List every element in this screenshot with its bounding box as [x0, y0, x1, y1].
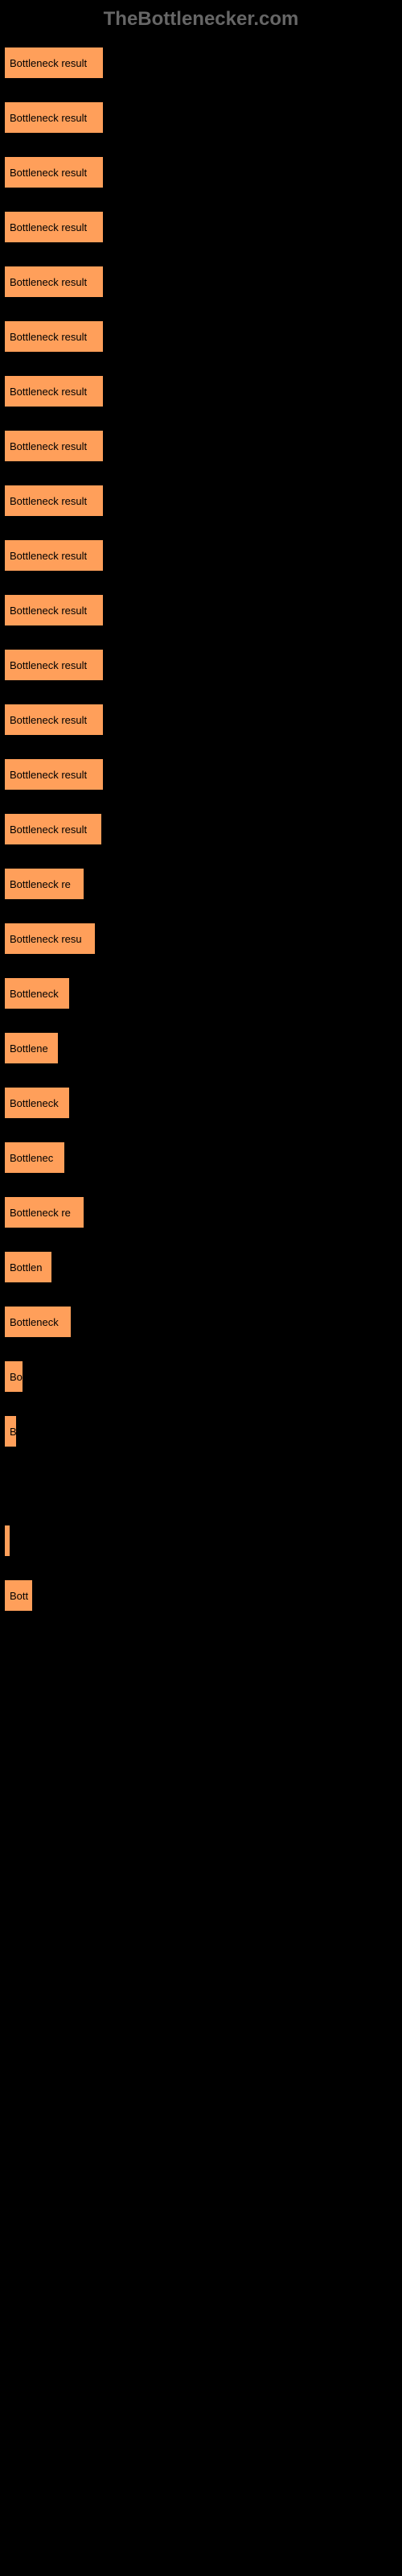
chart-bar: Bottleneck result [4, 758, 104, 791]
bar-row: Bottleneck result [4, 649, 398, 681]
bar-row [4, 1470, 398, 1502]
chart-bar [4, 1525, 10, 1557]
chart-bar: Bottleneck [4, 1306, 72, 1338]
bar-label: Bottleneck result [10, 550, 87, 562]
bar-label: Bottleneck result [10, 605, 87, 617]
bar-row: Bottlene [4, 1032, 398, 1064]
bar-row: Bottleneck re [4, 868, 398, 900]
bar-label: Bottleneck [10, 1097, 59, 1109]
bar-label: Bottlenec [10, 1152, 53, 1164]
bar-label: Bottleneck re [10, 1207, 71, 1219]
bar-row: Bottleneck result [4, 594, 398, 626]
bar-row: Bottleneck [4, 1087, 398, 1119]
bar-chart: Bottleneck result Bottleneck result Bottle… [0, 47, 402, 1612]
bar-label: Bottlen [10, 1261, 42, 1274]
bar-row: Bottleneck [4, 1306, 398, 1338]
chart-bar: Bottleneck result [4, 266, 104, 298]
bar-label: Bottleneck result [10, 495, 87, 507]
bar-row: Bottleneck resu [4, 923, 398, 955]
bar-label: Bottleneck [10, 1316, 59, 1328]
bar-row: Bottleneck result [4, 704, 398, 736]
bar-row: Bottleneck result [4, 266, 398, 298]
chart-bar: Bottleneck re [4, 868, 84, 900]
bar-label: Bottleneck result [10, 276, 87, 288]
bar-label: Bottleneck re [10, 878, 71, 890]
chart-bar: Bottleneck result [4, 156, 104, 188]
bar-row: Bottleneck result [4, 47, 398, 79]
bar-label: Bottleneck result [10, 769, 87, 781]
chart-bar: Bottleneck result [4, 101, 104, 134]
bar-label: Bottleneck result [10, 714, 87, 726]
bar-label: Bottleneck result [10, 221, 87, 233]
bar-row: Bo [4, 1360, 398, 1393]
bar-label: Bottleneck result [10, 824, 87, 836]
chart-bar: Bottleneck result [4, 211, 104, 243]
bar-row [4, 1525, 398, 1557]
bar-label: Bottleneck resu [10, 933, 82, 945]
bar-row: Bottleneck result [4, 101, 398, 134]
chart-bar: Bottleneck result [4, 430, 104, 462]
bar-label: Bottleneck result [10, 167, 87, 179]
bar-row: Bottleneck result [4, 375, 398, 407]
header-title: TheBottlenecker.com [0, 0, 402, 47]
bar-label: B [10, 1426, 17, 1438]
chart-bar: Bottleneck result [4, 594, 104, 626]
chart-bar: Bottlenec [4, 1141, 65, 1174]
bar-label: Bott [10, 1590, 28, 1602]
bar-row: Bottleneck result [4, 211, 398, 243]
bar-row: Bottleneck result [4, 485, 398, 517]
bar-row: Bottleneck result [4, 539, 398, 572]
bar-row: Bottleneck result [4, 758, 398, 791]
chart-bar: Bottleneck result [4, 704, 104, 736]
bar-label: Bo [10, 1371, 23, 1383]
bar-label: Bottleneck result [10, 331, 87, 343]
chart-bar: Bottleneck result [4, 649, 104, 681]
chart-bar: Bo [4, 1360, 23, 1393]
chart-bar: Bottleneck result [4, 320, 104, 353]
bar-row: Bottleneck result [4, 813, 398, 845]
chart-bar: B [4, 1415, 17, 1447]
chart-bar: Bottleneck result [4, 813, 102, 845]
bar-label: Bottleneck result [10, 440, 87, 452]
bar-row: B [4, 1415, 398, 1447]
chart-bar: Bottlen [4, 1251, 52, 1283]
bar-label: Bottleneck result [10, 57, 87, 69]
bar-row: Bottleneck re [4, 1196, 398, 1228]
chart-bar: Bottleneck re [4, 1196, 84, 1228]
chart-bar: Bottleneck [4, 977, 70, 1009]
bar-label: Bottlene [10, 1042, 48, 1055]
chart-bar: Bottleneck result [4, 485, 104, 517]
bar-row: Bottleneck result [4, 320, 398, 353]
bar-row: Bottlenec [4, 1141, 398, 1174]
chart-bar: Bottleneck resu [4, 923, 96, 955]
bar-label: Bottleneck [10, 988, 59, 1000]
chart-bar: Bottleneck result [4, 47, 104, 79]
bar-label: Bottleneck result [10, 386, 87, 398]
bar-label: Bottleneck result [10, 112, 87, 124]
chart-bar: Bottleneck [4, 1087, 70, 1119]
bar-row: Bottleneck result [4, 430, 398, 462]
chart-bar: Bott [4, 1579, 33, 1612]
chart-bar: Bottleneck result [4, 375, 104, 407]
bar-row: Bottleneck result [4, 156, 398, 188]
bar-row: Bott [4, 1579, 398, 1612]
chart-bar: Bottlene [4, 1032, 59, 1064]
bar-label: Bottleneck result [10, 659, 87, 671]
bar-row: Bottleneck [4, 977, 398, 1009]
chart-bar: Bottleneck result [4, 539, 104, 572]
bar-row: Bottlen [4, 1251, 398, 1283]
